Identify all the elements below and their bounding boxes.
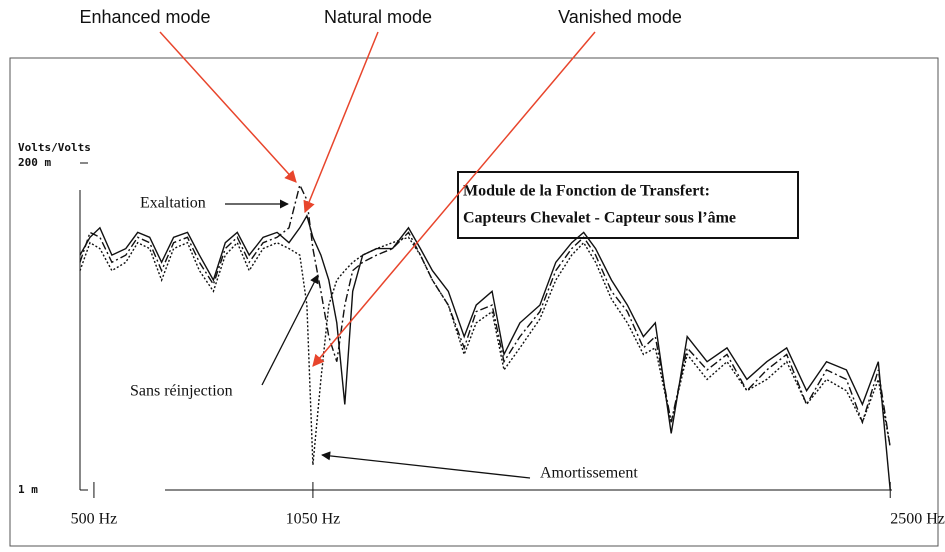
- x-tick-label: 1050 Hz: [286, 511, 341, 528]
- y-label: Volts/Volts: [18, 141, 91, 154]
- series-line: [79, 182, 891, 448]
- annotation-arrow: [312, 31, 596, 367]
- annotation: Vanished mode: [558, 7, 682, 27]
- x-tick-label: 500 Hz: [71, 511, 118, 528]
- series-line: [79, 214, 891, 491]
- y-tick-label: 1 m: [18, 483, 38, 496]
- chart-title: Module de la Fonction de Transfert:: [463, 183, 710, 200]
- series-label: Exaltation: [140, 195, 206, 212]
- annotation-arrow: [159, 31, 297, 183]
- series-label: Amortissement: [540, 465, 638, 482]
- y-tick-label: 200 m: [18, 156, 51, 169]
- series-label: Sans réinjection: [130, 383, 233, 400]
- annotation: Natural mode: [324, 7, 432, 27]
- title-box: [457, 171, 799, 239]
- series-line: [79, 236, 891, 466]
- annotation: Enhanced mode: [79, 7, 210, 27]
- label-arrow: [321, 451, 531, 479]
- frame: [9, 57, 939, 547]
- label-arrow: [261, 274, 319, 386]
- x-tick-label: 2500 Hz: [890, 511, 945, 528]
- chart-subtitle: Capteurs Chevalet - Capteur sous l’âme: [463, 210, 736, 227]
- annotation-arrow: [303, 31, 379, 214]
